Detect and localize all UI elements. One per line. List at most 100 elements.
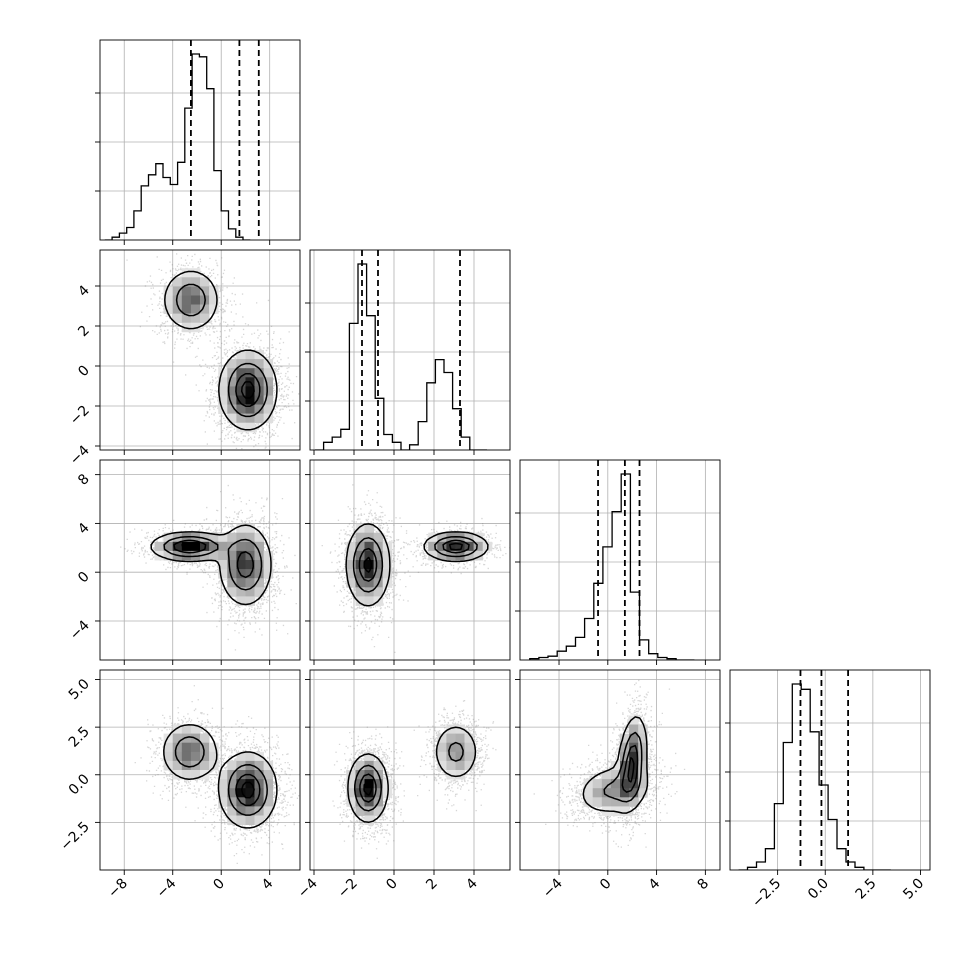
density-cell bbox=[227, 377, 237, 387]
density-cell bbox=[346, 578, 356, 588]
density-cell bbox=[209, 541, 219, 552]
y-tick-label: 0 bbox=[75, 363, 93, 381]
density-cell bbox=[218, 770, 228, 780]
contour-level-3 bbox=[621, 744, 639, 793]
density-cell bbox=[190, 751, 201, 762]
density-cell bbox=[364, 560, 374, 570]
density-cell bbox=[373, 569, 384, 579]
density-cell bbox=[455, 760, 465, 771]
density-cell bbox=[263, 806, 274, 816]
density-cell bbox=[263, 386, 274, 396]
density-cell bbox=[218, 541, 228, 552]
density-cell bbox=[181, 541, 192, 552]
density-cell bbox=[263, 779, 274, 789]
density-cell bbox=[455, 541, 465, 552]
density-cell bbox=[200, 760, 210, 771]
density-cell bbox=[218, 550, 228, 561]
contour-level-4 bbox=[240, 781, 255, 799]
density-cell bbox=[629, 715, 639, 725]
density-cell bbox=[263, 569, 274, 579]
density-cell bbox=[455, 742, 465, 753]
contour-level-1 bbox=[582, 716, 649, 814]
density-cell bbox=[437, 742, 447, 753]
density-cell bbox=[437, 550, 447, 561]
density-cell bbox=[254, 550, 264, 561]
density-cell bbox=[428, 550, 438, 561]
axes-frame bbox=[309, 459, 511, 661]
density-cell bbox=[428, 532, 438, 543]
contour-level-4 bbox=[181, 542, 199, 551]
density-cell bbox=[181, 742, 192, 753]
density-cell bbox=[154, 541, 164, 552]
panel-2-1 bbox=[126, 253, 300, 450]
density-cell bbox=[245, 404, 255, 414]
density-cell bbox=[620, 770, 630, 780]
density-cell bbox=[254, 797, 264, 807]
density-cell bbox=[227, 815, 237, 825]
density-cell bbox=[629, 788, 639, 798]
density-cell bbox=[236, 359, 246, 369]
density-cell bbox=[190, 268, 201, 278]
grid-3-1 bbox=[310, 670, 510, 870]
panel-4-2 bbox=[332, 700, 497, 859]
grid-2-1 bbox=[310, 460, 510, 660]
density-cell bbox=[172, 295, 183, 305]
density-cell bbox=[227, 797, 237, 807]
density-cell bbox=[364, 569, 374, 579]
density-cell bbox=[181, 751, 192, 762]
x-tick-label: 4 bbox=[463, 875, 481, 893]
density-cell bbox=[172, 742, 183, 753]
density-cell bbox=[629, 770, 639, 780]
contour-level-4 bbox=[627, 757, 635, 783]
density-cell bbox=[473, 541, 484, 552]
density-cell bbox=[181, 724, 192, 734]
contour-level-3 bbox=[359, 773, 377, 803]
density-cell bbox=[601, 779, 612, 789]
density-cell bbox=[236, 541, 246, 552]
density-cell bbox=[601, 788, 612, 798]
density-cell bbox=[172, 277, 183, 287]
x-tick-label: 0.0 bbox=[805, 876, 832, 903]
density-cell bbox=[373, 532, 384, 543]
density-cell bbox=[218, 779, 228, 789]
density-cell bbox=[245, 368, 255, 378]
density-cell bbox=[263, 770, 274, 780]
density-cell bbox=[263, 560, 274, 570]
density-cell bbox=[254, 760, 264, 771]
density-cell bbox=[373, 760, 384, 771]
density-cell bbox=[473, 532, 484, 543]
density-cell bbox=[236, 532, 246, 543]
density-cell bbox=[200, 742, 210, 753]
density-cell bbox=[163, 286, 174, 296]
density-cell bbox=[583, 788, 594, 798]
density-cell bbox=[346, 797, 356, 807]
density-cell bbox=[346, 770, 356, 780]
density-cell bbox=[218, 377, 228, 387]
density-cell bbox=[620, 760, 630, 771]
panel-3-1 bbox=[120, 484, 297, 651]
density-cell bbox=[236, 779, 246, 789]
density-cell bbox=[464, 550, 474, 561]
contour-level-3 bbox=[173, 539, 255, 579]
y-tick-label: 4 bbox=[75, 520, 93, 538]
x-tick-label: −8 bbox=[105, 876, 131, 902]
density-cell bbox=[181, 286, 192, 296]
density-cell bbox=[364, 541, 374, 552]
density-cell bbox=[200, 304, 210, 314]
density-cell bbox=[245, 751, 255, 762]
density-cell bbox=[455, 751, 465, 762]
density-cell bbox=[245, 541, 255, 552]
density-cell bbox=[601, 797, 612, 807]
density-cell bbox=[245, 797, 255, 807]
density-cell bbox=[227, 359, 237, 369]
density-cell bbox=[620, 751, 630, 762]
axes-frame bbox=[99, 669, 301, 871]
density-cell bbox=[190, 286, 201, 296]
density-cell bbox=[437, 751, 447, 762]
density-cell bbox=[638, 733, 648, 744]
density-cell bbox=[163, 541, 174, 552]
density-cell bbox=[254, 770, 264, 780]
density-cell bbox=[346, 541, 356, 552]
density-cell bbox=[236, 350, 246, 360]
contour-level-3 bbox=[235, 372, 261, 407]
